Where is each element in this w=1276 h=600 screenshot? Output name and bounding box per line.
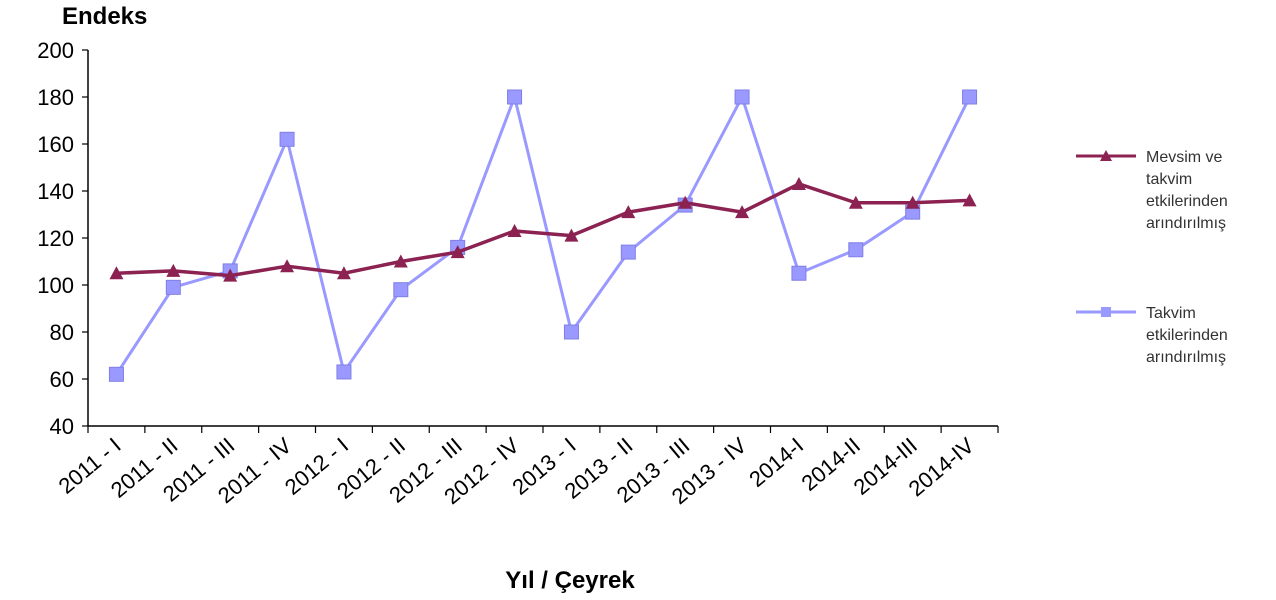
axes (87, 50, 998, 427)
legend-label: etkilerinden (1146, 327, 1228, 344)
legend-label: arındırılmış (1146, 349, 1226, 366)
data-point (165, 279, 181, 295)
data-point (678, 195, 693, 209)
y-tick-label: 100 (37, 273, 74, 298)
data-point (620, 244, 636, 260)
data-point (962, 89, 978, 105)
x-axis-label: Yıl / Çeyrek (505, 567, 635, 594)
y-tick-label: 40 (50, 414, 74, 439)
data-point (791, 265, 807, 281)
data-point (393, 254, 408, 268)
y-tick-label: 140 (37, 179, 74, 204)
legend-label: arındırılmış (1146, 215, 1226, 232)
data-point (336, 364, 352, 380)
legend-item-1: Takvim etkilerinden arındırılmış (1076, 305, 1228, 366)
data-point (564, 228, 579, 242)
data-point (735, 205, 750, 219)
legend-item-0: Mevsim ve takvim etkilerinden arındırılmış (1076, 149, 1228, 232)
data-point (336, 266, 351, 280)
legend: Mevsim vetakvimetkilerindenarındırılmışT… (1076, 149, 1228, 366)
y-tick-label: 180 (37, 85, 74, 110)
legend-marker (1100, 150, 1112, 161)
data-point (848, 242, 864, 258)
data-point (507, 223, 522, 237)
y-tick-label: 60 (50, 367, 74, 392)
x-tick-label: 2014-IV (904, 432, 979, 501)
series-1 (108, 89, 978, 382)
legend-label: etkilerinden (1146, 193, 1228, 210)
data-point (621, 205, 636, 219)
data-point (280, 259, 295, 273)
legend-marker (1101, 307, 1111, 317)
legend-label: Takvim (1146, 305, 1196, 322)
y-ticks: 40 60 80 100 120 140 160 180 200 (37, 38, 88, 439)
series-line (115, 95, 971, 376)
series-0 (109, 176, 977, 282)
data-point (279, 131, 295, 147)
y-tick-label: 200 (37, 38, 74, 63)
y-tick-label: 160 (37, 132, 74, 157)
data-point (905, 195, 920, 209)
series-layer (108, 89, 978, 382)
y-tick-label: 80 (50, 320, 74, 345)
data-point (563, 324, 579, 340)
legend-label: takvim (1146, 171, 1192, 188)
y-axis-label: Endeks (62, 3, 147, 30)
data-point (848, 195, 863, 209)
data-point (223, 268, 238, 282)
data-point (450, 245, 465, 259)
data-point (108, 366, 124, 382)
x-tick-label: 2014-I (744, 433, 808, 492)
data-point (791, 176, 806, 190)
data-point (507, 89, 523, 105)
data-point (109, 266, 124, 280)
data-point (393, 282, 409, 298)
data-point (734, 89, 750, 105)
data-point (166, 263, 181, 277)
data-point (962, 193, 977, 207)
legend-label: Mevsim ve (1146, 149, 1223, 166)
series-line (116, 182, 970, 278)
y-tick-label: 120 (37, 226, 74, 251)
